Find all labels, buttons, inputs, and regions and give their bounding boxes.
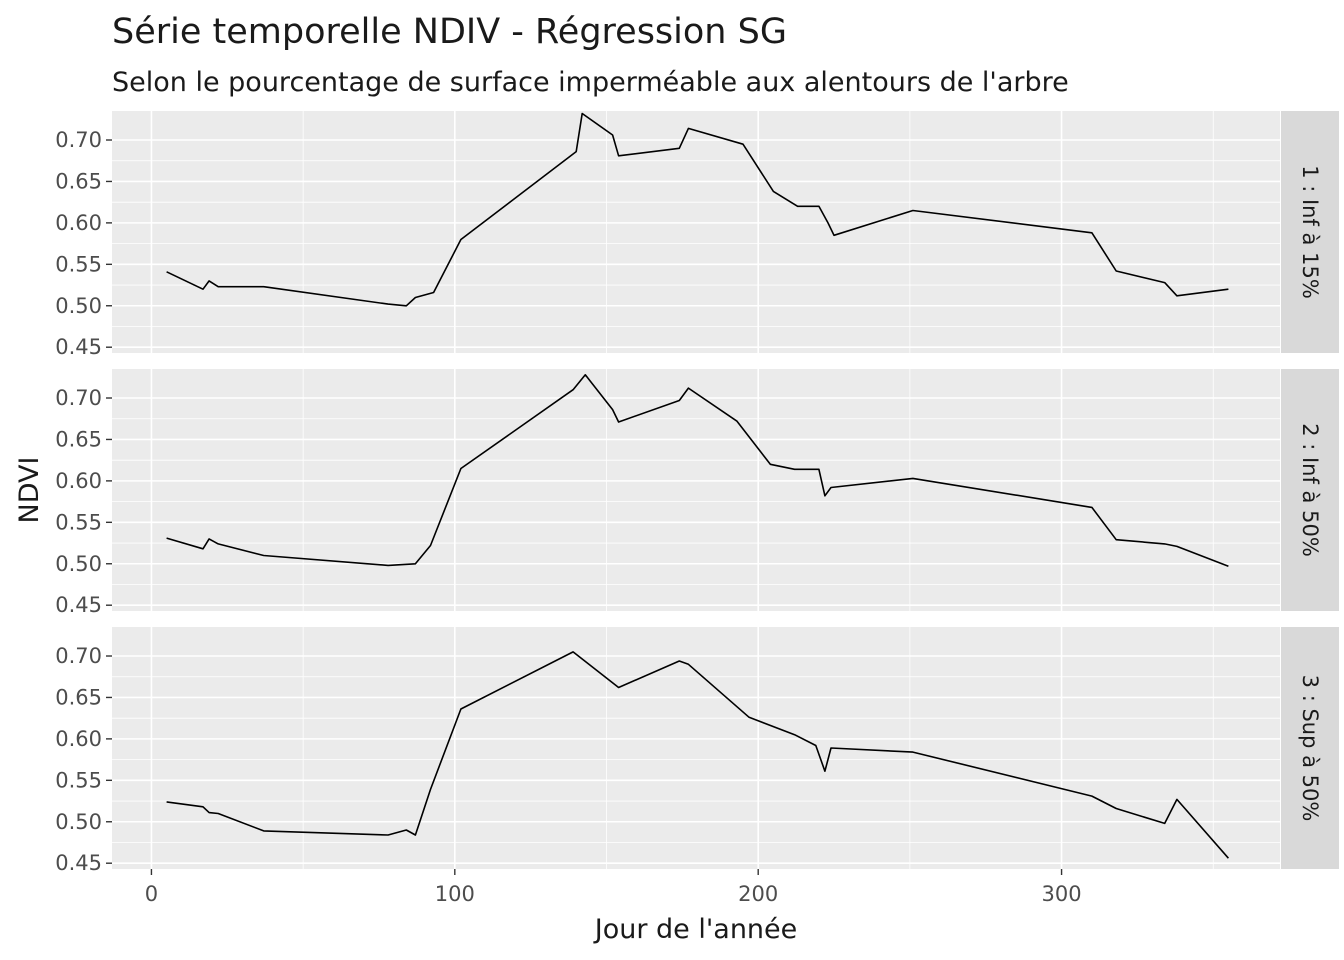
y-tick-label: 0.45 [55, 593, 102, 617]
y-tick-label: 0.70 [55, 386, 102, 410]
panel-background [112, 111, 1280, 353]
facet-strip-label: 3 : Sup à 50% [1298, 675, 1322, 822]
panels: 0.450.500.550.600.650.701 : Inf à 15%0.4… [55, 111, 1339, 875]
y-tick-label: 0.50 [55, 810, 102, 834]
panel-2: 0.45 0.50 0.55 0.60 0.65 0.70 2 : Inf à 50% [55, 369, 1339, 617]
facet-strip-label: 2 : Inf à 50% [1298, 423, 1322, 557]
facet-strip [1281, 627, 1339, 869]
y-tick-label: 0.65 [55, 685, 102, 709]
y-tick-label: 0.70 [55, 644, 102, 668]
x-tick-label: 200 [738, 882, 778, 906]
y-tick-label: 0.45 [55, 851, 102, 875]
y-tick-label: 0.60 [55, 469, 102, 493]
x-axis-title: Jour de l'année [593, 914, 798, 945]
y-tick-label: 0.50 [55, 552, 102, 576]
x-tick-label: 0 [145, 882, 158, 906]
panel-background [112, 627, 1280, 869]
facet-strip [1281, 111, 1339, 353]
series-line-panel-3 [166, 651, 1230, 859]
series-line-panel-1 [166, 112, 1229, 307]
panel-background [112, 369, 1280, 611]
y-tick-label: 0.65 [55, 169, 102, 193]
facet-strip [1281, 369, 1339, 611]
y-tick-label: 0.70 [55, 128, 102, 152]
y-tick-label: 0.60 [55, 211, 102, 235]
y-tick-label: 0.60 [55, 727, 102, 751]
x-tick-label: 300 [1042, 882, 1082, 906]
chart-title: Série temporelle NDIV - Régression SG [112, 12, 787, 52]
y-tick-label: 0.65 [55, 427, 102, 451]
facet-strip-label: 1 : Inf à 15% [1298, 165, 1322, 299]
y-axis-title: NDVI [14, 457, 45, 524]
y-tick-label: 0.55 [55, 252, 102, 276]
y-tick-label: 0.55 [55, 510, 102, 534]
x-axis: 0 100 200 300 [145, 869, 1082, 906]
y-tick-label: 0.50 [55, 294, 102, 318]
panel-3: 0.45 0.50 0.55 0.60 0.65 0.70 3 : Sup à 50% [55, 627, 1339, 875]
panel-1: 0.45 0.50 0.55 0.60 0.65 0.70 1 : Inf à 15% [55, 111, 1339, 359]
y-tick-label: 0.45 [55, 335, 102, 359]
x-tick-label: 100 [435, 882, 475, 906]
y-tick-label: 0.55 [55, 768, 102, 792]
chart-subtitle: Selon le pourcentage de surface imperméa… [112, 67, 1069, 98]
series-line-panel-2 [166, 373, 1229, 567]
